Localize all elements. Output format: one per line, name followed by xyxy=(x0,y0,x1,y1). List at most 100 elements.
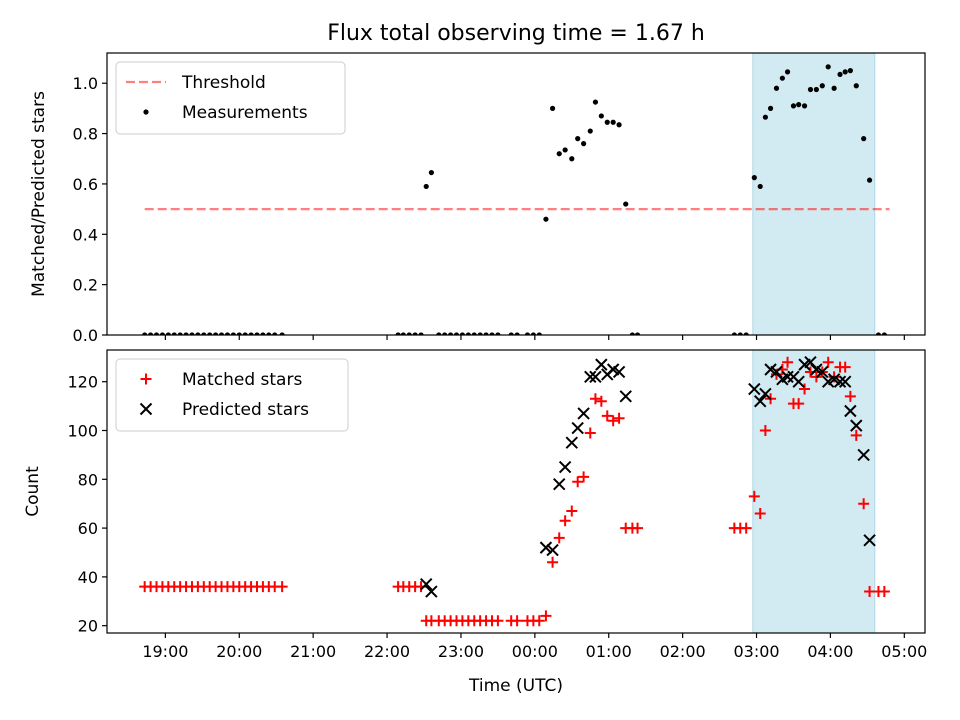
legend-box xyxy=(115,358,349,432)
data-point-cross xyxy=(781,370,794,384)
data-point-dot xyxy=(825,64,831,70)
data-point-cross xyxy=(584,370,597,384)
data-point-dot xyxy=(436,332,442,335)
data-point-plus xyxy=(759,425,771,437)
data-point-dot xyxy=(575,136,581,142)
data-point-cross xyxy=(539,541,553,554)
data-point-plus xyxy=(578,471,590,483)
data-point-dot xyxy=(207,332,213,335)
data-point-cross xyxy=(857,448,870,462)
data-point-dot xyxy=(562,147,568,153)
data-point-plus xyxy=(276,581,288,593)
data-point-plus xyxy=(492,615,504,627)
x-tick-label: 03:00 xyxy=(733,642,779,661)
data-point-plus xyxy=(822,356,834,368)
data-point-plus xyxy=(782,356,794,368)
data-point-plus xyxy=(511,615,523,627)
data-point-dot xyxy=(587,128,593,134)
data-point-dot xyxy=(189,332,195,335)
data-point-dot xyxy=(218,332,225,335)
data-point-plus xyxy=(607,415,619,427)
legend: Matched stars Predicted stars xyxy=(115,358,349,432)
data-point-cross xyxy=(792,375,805,388)
data-point-dot xyxy=(477,332,483,335)
data-point-dot xyxy=(875,332,882,335)
data-point-plus xyxy=(540,610,552,622)
y-tick-label: 20 xyxy=(78,617,98,636)
data-point-plus xyxy=(553,532,565,544)
data-point-dot xyxy=(495,332,501,335)
data-point-cross xyxy=(546,543,559,557)
data-point-dot xyxy=(743,332,749,335)
observing-window-span xyxy=(752,349,876,634)
legend-swatch-dot xyxy=(143,109,149,115)
data-point-dot xyxy=(423,183,429,190)
data-point-plus xyxy=(754,507,766,519)
data-point-dot xyxy=(400,332,406,335)
observing-window-span xyxy=(752,52,876,336)
data-point-dot xyxy=(489,332,495,335)
data-point-dot xyxy=(171,332,177,335)
data-point-dot xyxy=(453,332,460,335)
data-point-dot xyxy=(610,119,616,125)
data-point-plus xyxy=(559,515,571,527)
y-axis-label: Count xyxy=(23,466,43,517)
data-point-dot xyxy=(406,332,412,335)
legend-label: Predicted stars xyxy=(182,400,309,420)
data-point-dot xyxy=(448,332,454,335)
y-tick-label: 80 xyxy=(78,470,98,489)
plot-area xyxy=(139,355,890,627)
data-point-dot xyxy=(751,175,757,181)
data-point-dot xyxy=(731,332,737,335)
data-point-dot xyxy=(831,85,837,91)
data-point-dot xyxy=(530,332,536,335)
data-point-dot xyxy=(183,332,189,335)
data-point-dot xyxy=(213,332,219,335)
data-point-dot xyxy=(159,332,166,335)
y-tick-label: 120 xyxy=(67,373,98,392)
ratio-panel: 0.0 0.2 0.4 0.6 0.8 1.0 Matched/Predicted star… xyxy=(29,52,926,345)
data-point-dot xyxy=(853,83,859,89)
plot-area xyxy=(142,64,890,335)
data-point-dot xyxy=(779,75,785,81)
data-point-dot xyxy=(790,103,797,109)
y-axis-label: Matched/Predicted stars xyxy=(29,91,49,297)
data-point-dot xyxy=(524,332,531,335)
x-tick-label: 19:00 xyxy=(142,642,188,661)
data-point-plus xyxy=(793,398,805,410)
data-point-dot xyxy=(616,122,622,128)
legend-label: Matched stars xyxy=(182,370,302,390)
data-point-cross xyxy=(838,375,852,388)
data-point-cross xyxy=(754,395,767,408)
data-point-dot xyxy=(418,332,424,335)
data-point-dot xyxy=(536,332,542,335)
x-tick-label: 20:00 xyxy=(216,642,262,661)
data-point-dot xyxy=(248,332,254,335)
data-point-plus xyxy=(589,393,601,405)
data-point-dot xyxy=(543,216,549,222)
legend-label: Measurements xyxy=(182,103,308,123)
data-point-dot xyxy=(230,332,236,335)
y-tick-label: 40 xyxy=(78,568,98,587)
y-tick-label: 0.8 xyxy=(73,125,98,144)
data-point-dot xyxy=(784,69,791,75)
data-point-dot xyxy=(847,68,853,74)
data-point-dot xyxy=(201,332,207,335)
data-point-dot xyxy=(881,332,887,335)
data-point-dot xyxy=(266,332,272,335)
data-point-cross xyxy=(565,436,578,449)
data-point-dot xyxy=(861,136,867,142)
data-point-dot xyxy=(395,332,401,335)
data-point-cross xyxy=(748,382,761,396)
data-point-dot xyxy=(773,85,780,91)
x-tick-label: 02:00 xyxy=(660,642,706,661)
data-point-dot xyxy=(807,86,814,93)
y-tick-label: 0.4 xyxy=(73,225,98,244)
data-point-cross xyxy=(420,577,433,591)
data-point-cross xyxy=(850,419,863,432)
data-point-plus xyxy=(547,556,559,568)
data-point-plus xyxy=(613,412,625,424)
data-point-cross xyxy=(844,404,857,418)
data-point-dot xyxy=(813,86,819,93)
data-point-dot xyxy=(737,332,743,335)
